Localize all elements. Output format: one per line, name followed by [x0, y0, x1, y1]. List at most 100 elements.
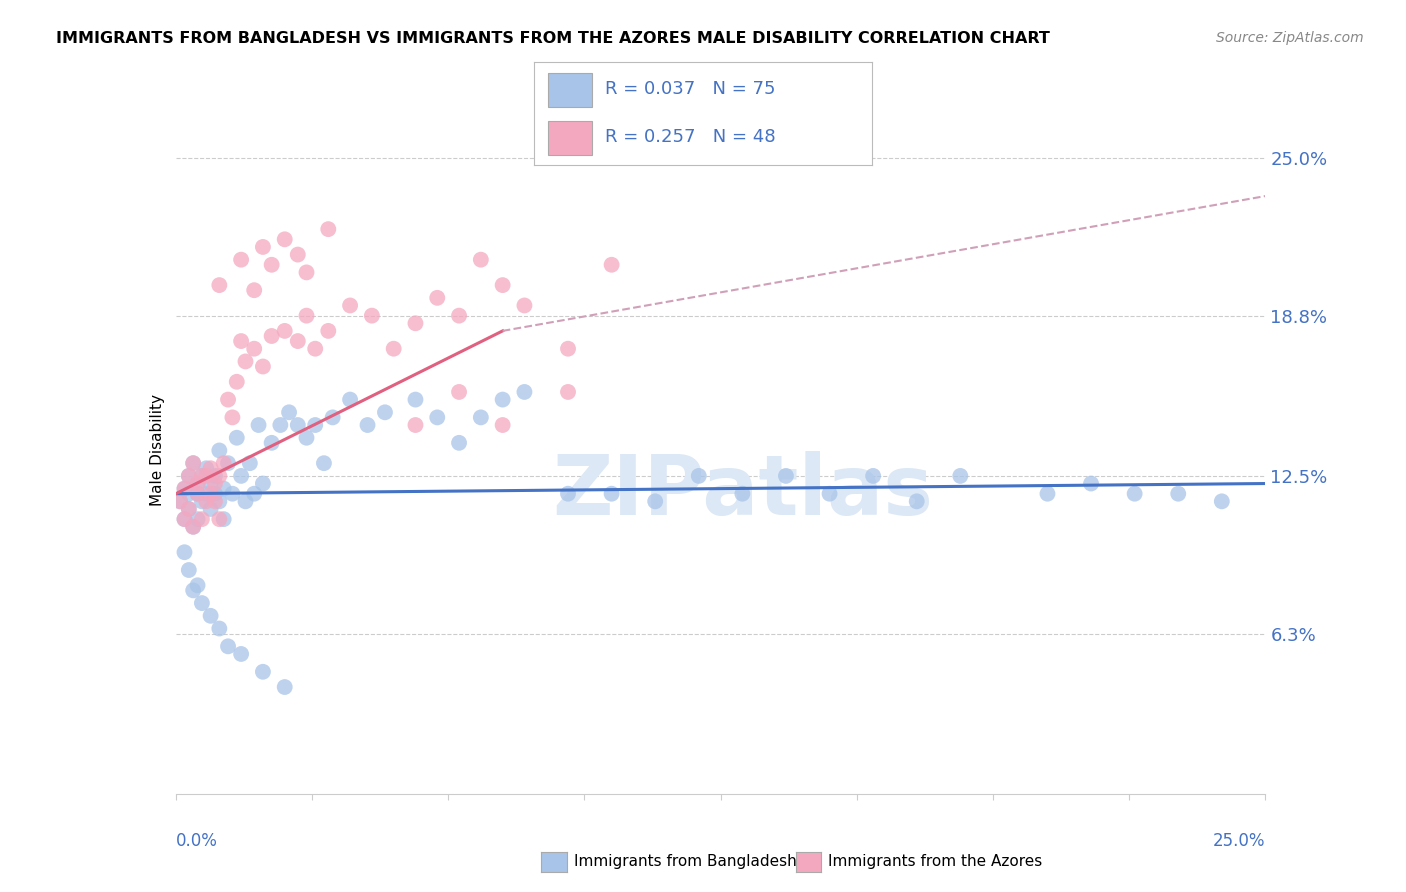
Point [208, 278, 231, 293]
Point [405, 316, 427, 330]
Point [447, 435, 470, 450]
Point [208, 443, 231, 458]
Point [356, 417, 378, 432]
Point [1211, 494, 1233, 508]
Point [287, 247, 309, 261]
Point [260, 329, 283, 343]
Point [173, 512, 195, 526]
Point [208, 494, 231, 508]
Point [181, 520, 204, 534]
Point [231, 469, 253, 483]
Point [557, 384, 579, 399]
Point [269, 417, 291, 432]
Point [186, 476, 209, 491]
Point [195, 469, 218, 483]
Point [169, 494, 191, 508]
Point [225, 375, 247, 389]
Point [191, 469, 214, 483]
Point [186, 486, 209, 500]
Point [217, 392, 239, 407]
Point [181, 456, 204, 470]
Point [243, 486, 266, 500]
Point [200, 502, 222, 516]
Point [186, 512, 209, 526]
Point [177, 486, 200, 500]
Point [225, 431, 247, 445]
Point [1123, 486, 1146, 500]
Point [221, 410, 243, 425]
Text: 25.0%: 25.0% [1213, 831, 1265, 850]
Point [235, 354, 257, 368]
Point [1036, 486, 1059, 500]
Point [688, 469, 710, 483]
Point [252, 240, 274, 254]
Point [274, 324, 297, 338]
Point [231, 252, 253, 267]
Point [204, 476, 226, 491]
Point [426, 410, 449, 425]
Text: R = 0.257   N = 48: R = 0.257 N = 48 [605, 128, 776, 146]
Point [191, 469, 214, 483]
Point [731, 486, 754, 500]
Text: Source: ZipAtlas.com: Source: ZipAtlas.com [1216, 31, 1364, 45]
Point [200, 486, 222, 500]
Point [274, 680, 297, 694]
Point [470, 252, 492, 267]
Point [818, 486, 841, 500]
Text: IMMIGRANTS FROM BANGLADESH VS IMMIGRANTS FROM THE AZORES MALE DISABILITY CORRELA: IMMIGRANTS FROM BANGLADESH VS IMMIGRANTS… [56, 31, 1050, 46]
Point [339, 392, 361, 407]
Point [318, 324, 340, 338]
Point [278, 405, 301, 419]
Point [557, 486, 579, 500]
Point [231, 334, 253, 348]
Point [513, 298, 536, 312]
FancyBboxPatch shape [548, 73, 592, 106]
Point [252, 665, 274, 679]
Point [173, 482, 195, 496]
Point [200, 476, 222, 491]
Point [173, 482, 195, 496]
Point [600, 258, 623, 272]
Point [217, 456, 239, 470]
Point [231, 647, 253, 661]
Point [304, 342, 326, 356]
Point [447, 309, 470, 323]
Point [181, 583, 204, 598]
Point [243, 283, 266, 297]
Point [557, 342, 579, 356]
Point [173, 512, 195, 526]
Point [295, 431, 318, 445]
Point [195, 461, 218, 475]
Point [492, 417, 515, 432]
Point [405, 392, 427, 407]
Point [177, 563, 200, 577]
Point [322, 410, 344, 425]
Point [186, 578, 209, 592]
Point [212, 456, 235, 470]
Point [304, 417, 326, 432]
Point [260, 258, 283, 272]
Point [600, 486, 623, 500]
Point [492, 278, 515, 293]
Point [470, 410, 492, 425]
Point [374, 405, 396, 419]
Point [191, 512, 214, 526]
Point [339, 298, 361, 312]
Point [204, 469, 226, 483]
Point [1080, 476, 1102, 491]
Point [177, 469, 200, 483]
Point [905, 494, 928, 508]
Point [212, 482, 235, 496]
Point [295, 265, 318, 279]
Point [513, 384, 536, 399]
FancyBboxPatch shape [548, 121, 592, 155]
Point [177, 502, 200, 516]
Point [295, 309, 318, 323]
Text: R = 0.037   N = 75: R = 0.037 N = 75 [605, 80, 776, 98]
Point [247, 417, 270, 432]
Point [177, 469, 200, 483]
Point [212, 512, 235, 526]
Point [243, 342, 266, 356]
Point [186, 486, 209, 500]
Y-axis label: Male Disability: Male Disability [149, 394, 165, 507]
